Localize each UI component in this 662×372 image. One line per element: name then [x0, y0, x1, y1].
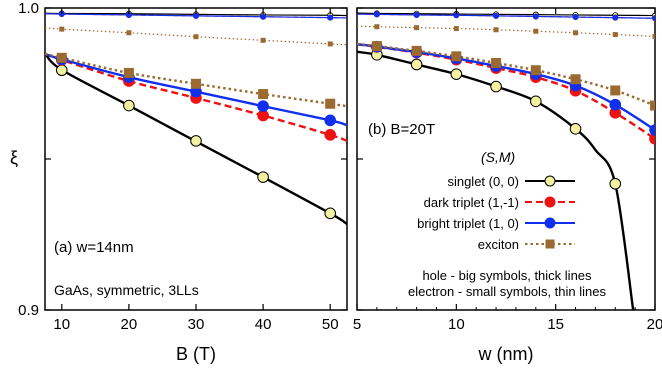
x-tick-label: 50: [322, 316, 339, 333]
data-point-exciton_electron: [374, 24, 380, 30]
series-line-exciton_electron: [357, 25, 655, 37]
data-point-singlet_hole: [324, 207, 337, 220]
legend-entry-singlet: singlet (0, 0): [447, 174, 575, 189]
y-tick-label: 1.0: [18, 0, 39, 17]
panel-a-label: (a) w=14nm: [54, 239, 134, 256]
series-line-dark_triplet_hole: [357, 43, 655, 140]
legend-marker-singlet: [544, 175, 556, 187]
data-point-bright_triplet_hole: [609, 98, 622, 111]
y-tick-label: 0.9: [18, 302, 39, 319]
legend-entry-bright-triplet: bright triplet (1, 0): [417, 216, 575, 231]
data-point-exciton_hole: [570, 74, 581, 85]
legend-label-dark-triplet: dark triplet (1,-1): [424, 195, 519, 210]
legend-marker-exciton: [545, 239, 555, 249]
data-point-exciton_hole: [451, 51, 462, 62]
panel-b-note-hole: hole - big symbols, thick lines: [422, 268, 592, 283]
data-point-singlet_hole: [450, 68, 463, 80]
x-tick-label: 30: [188, 316, 205, 333]
data-point-exciton_electron: [327, 41, 333, 47]
data-point-bright_triplet_electron: [413, 11, 420, 18]
data-point-singlet_hole: [530, 95, 542, 108]
data-point-exciton_electron: [126, 30, 132, 36]
data-point-exciton_electron: [414, 25, 420, 31]
data-point-singlet_hole: [569, 123, 582, 135]
data-point-exciton_electron: [533, 28, 539, 34]
panel-b: 5 10 15 20 w (nm) (b) B=20T (S,M) singlet (…: [353, 7, 662, 364]
panel-a-ylabel: ξ: [10, 148, 18, 168]
data-point-singlet_hole: [257, 171, 269, 183]
x-tick-label: 5: [353, 316, 361, 333]
data-point-exciton_hole: [56, 52, 67, 63]
data-point-exciton_hole: [258, 89, 269, 100]
data-point-singlet_hole: [190, 135, 202, 147]
data-point-exciton_hole: [610, 85, 621, 96]
legend-title: (S,M): [481, 149, 515, 165]
legend: (S,M) singlet (0, 0) dark triplet (1,-1)…: [417, 149, 575, 252]
legend-label-exciton: exciton: [478, 237, 519, 252]
x-tick-label: 40: [255, 316, 272, 333]
legend-marker-dark-triplet: [544, 196, 556, 208]
data-point-dark_triplet_hole: [324, 129, 337, 141]
data-point-exciton_hole: [371, 41, 382, 52]
data-point-singlet_hole: [490, 80, 502, 93]
panel-a-frame: [44, 7, 348, 311]
panel-b-ticks: 5 10 15 20: [353, 7, 662, 333]
panel-a: 10 20 30 40 50 0.9 1.0 ξ B (T) (a) w=14nm GaAs…: [10, 0, 348, 364]
data-point-singlet_hole: [123, 99, 135, 112]
x-tick-label: 10: [448, 316, 465, 333]
legend-entry-dark-triplet: dark triplet (1,-1): [424, 195, 575, 210]
data-point-bright_triplet_electron: [652, 15, 655, 22]
panel-b-note-electron: electron - small symbols, thin lines: [408, 284, 606, 299]
data-point-exciton_electron: [59, 26, 65, 32]
panel-a-lines: [45, 10, 347, 225]
data-point-exciton_hole: [650, 100, 655, 111]
x-tick-label: 15: [547, 316, 564, 333]
data-point-bright_triplet_electron: [192, 12, 199, 19]
data-point-exciton_hole: [191, 78, 201, 89]
data-point-exciton_electron: [193, 34, 199, 40]
data-point-bright_triplet_electron: [572, 14, 579, 21]
data-point-bright_triplet_electron: [260, 13, 267, 20]
data-point-singlet_hole: [410, 58, 423, 71]
panel-b-xlabel: w (nm): [478, 344, 534, 364]
data-point-exciton_electron: [493, 27, 499, 33]
data-point-exciton_electron: [453, 26, 459, 32]
legend-marker-bright-triplet: [544, 217, 556, 229]
data-point-bright_triplet_electron: [612, 14, 619, 21]
data-point-bright_triplet_hole: [649, 124, 655, 136]
data-point-exciton_hole: [411, 45, 422, 56]
legend-label-bright-triplet: bright triplet (1, 0): [417, 216, 519, 231]
data-point-bright_triplet_electron: [493, 12, 500, 19]
data-point-bright_triplet_electron: [373, 11, 380, 18]
data-point-exciton_hole: [325, 98, 336, 109]
data-point-bright_triplet_hole: [324, 114, 337, 127]
legend-label-singlet: singlet (0, 0): [447, 174, 519, 189]
data-point-exciton_electron: [573, 30, 579, 36]
series-line-singlet_hole: [357, 50, 635, 310]
data-point-dark_triplet_hole: [649, 132, 655, 145]
panel-b-lines: [357, 10, 655, 310]
data-point-bright_triplet_electron: [327, 14, 334, 21]
panel-a-xlabel: B (T): [176, 344, 216, 364]
data-point-singlet_hole: [609, 177, 622, 190]
data-point-bright_triplet_hole: [257, 100, 269, 112]
panel-a-ticks: 10 20 30 40 50 0.9 1.0: [18, 0, 347, 333]
data-point-exciton_hole: [123, 67, 134, 78]
data-point-exciton_electron: [260, 37, 266, 43]
data-point-exciton_hole: [491, 57, 502, 68]
panel-a-note: GaAs, symmetric, 3LLs: [54, 282, 199, 298]
legend-entry-exciton: exciton: [478, 237, 575, 252]
x-tick-label: 20: [121, 316, 138, 333]
x-tick-label: 10: [53, 316, 70, 333]
data-point-exciton_hole: [530, 65, 541, 76]
x-tick-label: 20: [647, 316, 662, 333]
series-line-exciton_hole: [357, 42, 655, 107]
data-point-exciton_electron: [612, 32, 618, 38]
data-point-singlet_hole: [55, 64, 68, 77]
data-point-bright_triplet_electron: [532, 13, 539, 20]
panel-b-label: (b) B=20T: [368, 121, 435, 138]
data-point-exciton_electron: [652, 33, 655, 39]
